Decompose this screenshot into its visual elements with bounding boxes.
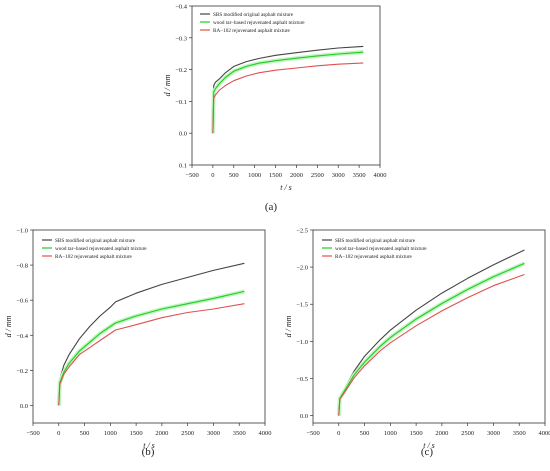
chart-panel-2: −500 0 500 1000 1500 2000 2500 3000 3500 4000 0.0 −…: [4, 228, 272, 459]
x-tick-label: 0: [211, 172, 214, 179]
series-line-2: [339, 263, 525, 415]
x-tick-label: 0: [337, 430, 340, 437]
x-tick-label: 2000: [290, 172, 303, 179]
legend-entry: RA−102 rejuvenated asphalt mixture: [335, 254, 413, 260]
legend-entry: wood tar–based rejuvenated asphalt mixtu…: [335, 246, 427, 252]
x-tick-label: −500: [306, 430, 319, 437]
x-tick-label: 3500: [233, 430, 246, 437]
chart-panel-3: −500 0 500 1000 1500 2000 2500 3000 3500 4000 0.0 −…: [284, 228, 550, 459]
x-tick-label: 3000: [332, 172, 345, 179]
x-tick-label: 500: [80, 430, 90, 437]
x-tick-label: 2000: [435, 430, 448, 437]
x-tick-label: 3000: [207, 430, 220, 437]
series-band: [339, 263, 525, 415]
y-tick-label: −2.5: [296, 228, 308, 235]
y-tick-label: −1.0: [296, 339, 308, 346]
x-tick-label: 1000: [248, 172, 261, 179]
y-axis-label: d / mm: [4, 315, 13, 337]
chart-panel-1: −500 0 500 1000 1500 2000 2500 3000 3500 4000 0.1 0…: [163, 4, 387, 214]
y-tick-label: −0.5: [296, 376, 308, 383]
series-line-1: [59, 263, 245, 405]
legend-entry: SBS modified original asphalt mixture: [335, 237, 416, 244]
panel-label: (a): [265, 201, 278, 213]
y-tick-label: 0.1: [179, 163, 187, 170]
y-tick-label: −0.4: [16, 333, 29, 340]
series-line-3: [339, 275, 525, 416]
legend-entry: wood tar–based rejuvenated asphalt mixtu…: [55, 246, 147, 252]
x-tick-label: 4000: [259, 430, 272, 437]
x-tick-label: 4000: [539, 430, 550, 437]
y-tick-label: −0.1: [175, 99, 187, 106]
legend-entry: SBS modified original asphalt mixture: [55, 237, 136, 244]
series-line-3: [213, 63, 363, 133]
y-tick-label: −2.0: [296, 265, 308, 272]
x-tick-label: 1500: [269, 172, 282, 179]
x-tick-label: −500: [185, 172, 198, 179]
x-tick-label: 1500: [130, 430, 143, 437]
x-tick-label: 1000: [384, 430, 397, 437]
y-tick-label: −0.6: [16, 298, 29, 305]
y-axis-label: d / mm: [284, 315, 293, 337]
x-axis-label: t / s: [280, 183, 292, 192]
x-tick-label: 3500: [513, 430, 526, 437]
panel-label: (c): [421, 446, 434, 458]
legend-entry: RA−102 rejuvenated asphalt mixture: [55, 254, 133, 260]
x-tick-label: 2500: [311, 172, 324, 179]
y-tick-label: −0.8: [16, 263, 28, 270]
x-tick-label: 2500: [181, 430, 194, 437]
panel-label: (b): [142, 446, 155, 458]
y-tick-label: −1.5: [296, 302, 308, 309]
y-tick-label: −0.2: [175, 67, 187, 74]
y-tick-label: 0.0: [300, 413, 308, 420]
legend-entry: wood tar–based rejuvenated asphalt mixtu…: [213, 20, 305, 26]
y-tick-label: −0.4: [175, 4, 188, 11]
x-tick-label: 3500: [353, 172, 366, 179]
x-tick-label: 2000: [155, 430, 168, 437]
x-tick-label: 500: [229, 172, 239, 179]
y-tick-label: −0.2: [16, 368, 28, 375]
legend-entry: SBS modified original asphalt mixture: [213, 11, 294, 18]
y-tick-label: 0.0: [20, 403, 28, 410]
y-tick-label: −0.3: [175, 35, 187, 42]
x-tick-label: −500: [26, 430, 39, 437]
series-line-3: [59, 304, 245, 406]
y-axis-label: d / mm: [163, 74, 172, 96]
x-tick-label: 500: [360, 430, 370, 437]
x-tick-label: 1500: [410, 430, 423, 437]
x-tick-label: 3000: [487, 430, 500, 437]
x-tick-label: 0: [57, 430, 60, 437]
x-tick-label: 2500: [461, 430, 474, 437]
x-tick-label: 1000: [104, 430, 117, 437]
legend-entry: RA−102 rejuvenated asphalt mixture: [213, 28, 291, 34]
y-tick-label: 0.0: [179, 131, 187, 138]
y-tick-label: −1.0: [16, 228, 28, 235]
x-tick-label: 4000: [374, 172, 387, 179]
